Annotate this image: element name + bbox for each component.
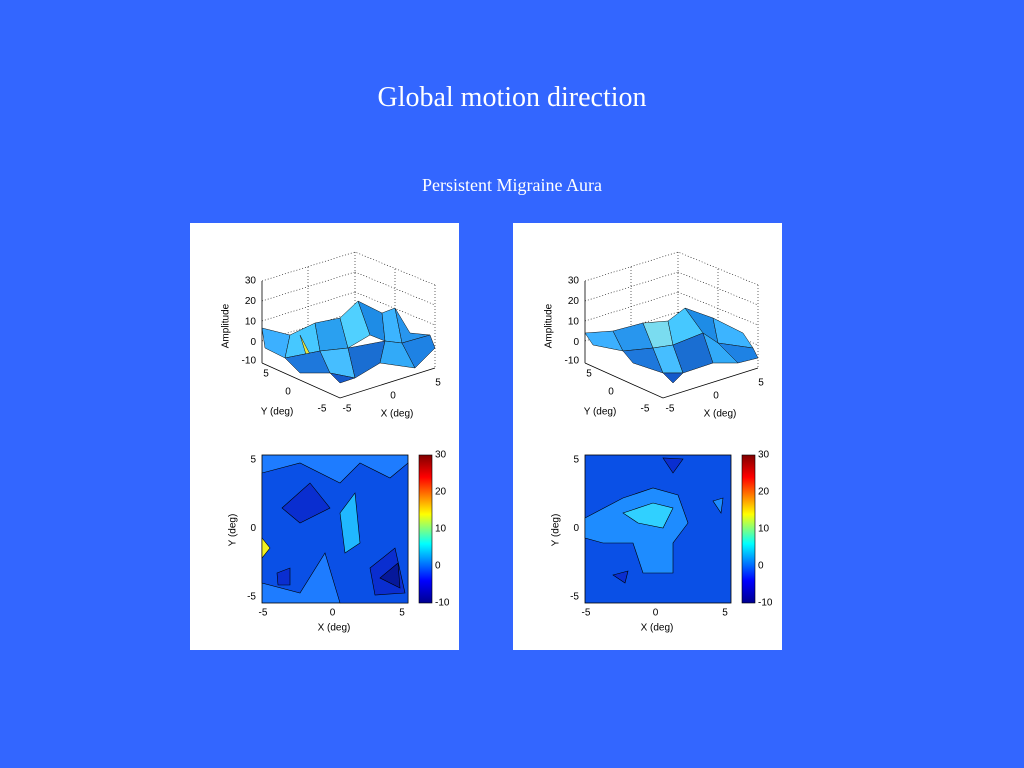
surface-mesh xyxy=(584,307,759,384)
y-tick-label: 5 xyxy=(573,455,579,466)
y-tick-label: -5 xyxy=(570,592,579,603)
x-axis-label: X (deg) xyxy=(641,623,674,634)
colorbar-tick-label: -10 xyxy=(435,598,450,609)
x-tick-label: -5 xyxy=(666,404,675,415)
colorbar-tick-label: 30 xyxy=(758,450,770,461)
y-tick-label: 5 xyxy=(250,455,256,466)
contour-plot xyxy=(584,454,732,604)
x-tick-label: -5 xyxy=(343,404,352,415)
slide-subtitle: Persistent Migraine Aura xyxy=(422,175,602,195)
z-tick-label: 0 xyxy=(573,337,579,348)
y-tick-label: 0 xyxy=(285,387,291,398)
figure-panel: 30 20 10 0 -10 Amplitude 5 0 -5 Y (deg) -5 0 5 X (deg… xyxy=(513,223,782,650)
z-axis-label: Amplitude xyxy=(221,303,232,348)
colorbar-tick-label: 30 xyxy=(435,450,447,461)
z-tick-label: 30 xyxy=(568,276,580,287)
y-tick-label: 0 xyxy=(573,523,579,534)
y-tick-label: 5 xyxy=(263,369,269,380)
colorbar-tick-label: 0 xyxy=(758,561,764,572)
colorbar xyxy=(741,454,756,604)
y-axis-label: Y (deg) xyxy=(261,407,294,418)
x-tick-label: 0 xyxy=(713,391,719,402)
colorbar-tick-label: 10 xyxy=(435,524,447,535)
z-tick-label: -10 xyxy=(242,356,257,367)
surface-mesh xyxy=(261,300,436,384)
y-tick-label: 5 xyxy=(586,369,592,380)
y-axis-label: Y (deg) xyxy=(228,514,239,547)
y-tick-label: -5 xyxy=(247,592,256,603)
x-tick-label: 5 xyxy=(399,608,405,619)
colorbar-tick-label: 10 xyxy=(758,524,770,535)
x-tick-label: 0 xyxy=(390,391,396,402)
z-axis-label: Amplitude xyxy=(544,303,555,348)
x-tick-label: 5 xyxy=(722,608,728,619)
x-tick-label: -5 xyxy=(582,608,591,619)
z-tick-label: 30 xyxy=(245,276,257,287)
y-tick-label: 0 xyxy=(608,387,614,398)
y-axis-label: Y (deg) xyxy=(551,514,562,547)
colorbar-tick-label: 0 xyxy=(435,561,441,572)
y-tick-label: -5 xyxy=(641,404,650,415)
colorbar xyxy=(418,454,433,604)
x-axis-label: X (deg) xyxy=(704,409,737,420)
x-tick-label: 0 xyxy=(653,608,659,619)
z-tick-label: -10 xyxy=(565,356,580,367)
x-tick-label: 5 xyxy=(435,378,441,389)
z-tick-label: 0 xyxy=(250,337,256,348)
x-axis-label: X (deg) xyxy=(318,623,351,634)
x-axis-label: X (deg) xyxy=(381,409,414,420)
y-tick-label: -5 xyxy=(318,404,327,415)
x-tick-label: -5 xyxy=(259,608,268,619)
y-axis-label: Y (deg) xyxy=(584,407,617,418)
colorbar-tick-label: 20 xyxy=(758,487,770,498)
colorbar-tick-label: 20 xyxy=(435,487,447,498)
z-tick-label: 20 xyxy=(245,296,257,307)
y-tick-label: 0 xyxy=(250,523,256,534)
figure-panel: 30 20 10 0 -10 Amplitude 5 0 -5 Y (deg) -5 0 5 X (deg… xyxy=(190,223,459,650)
z-tick-label: 10 xyxy=(568,317,580,328)
slide-title: Global motion direction xyxy=(377,82,647,113)
contour-plot xyxy=(261,454,409,604)
x-tick-label: 0 xyxy=(330,608,336,619)
x-tick-label: 5 xyxy=(758,378,764,389)
colorbar-tick-label: -10 xyxy=(758,598,773,609)
z-tick-label: 10 xyxy=(245,317,257,328)
z-tick-label: 20 xyxy=(568,296,580,307)
